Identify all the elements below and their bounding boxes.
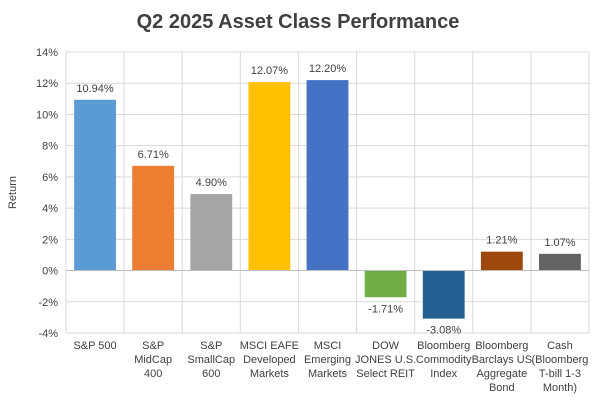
y-axis-label: Return: [7, 176, 19, 209]
data-label: 1.07%: [544, 237, 575, 249]
category-labels: S&P 500 S&P MidCap 400 S&P SmallCap 600 MSCI EA…: [73, 340, 588, 394]
category-label: MidCap: [134, 354, 172, 366]
bars: [74, 80, 581, 319]
bar: [132, 165, 175, 271]
category-label: Commodity: [416, 354, 472, 366]
bar: [480, 251, 523, 271]
y-tick-label: 6%: [42, 172, 58, 184]
category-label: Index: [430, 368, 457, 380]
y-tick-label: 10%: [36, 109, 58, 121]
category-label: Markets: [308, 368, 348, 380]
category-label: Barclays US: [472, 354, 533, 366]
bar: [248, 82, 291, 271]
bar: [190, 194, 233, 271]
category-label: MSCI EAFE: [240, 340, 299, 352]
y-tick-label: 8%: [42, 141, 58, 153]
category-label: MSCI: [314, 340, 342, 352]
bar: [364, 270, 407, 298]
category-label: Aggregate: [476, 368, 527, 380]
category-label: DOW: [372, 340, 400, 352]
category-label: S&P: [142, 340, 164, 352]
y-tick-label: -4%: [38, 328, 58, 340]
chart-title: Q2 2025 Asset Class Performance: [137, 11, 460, 33]
data-labels: 10.94% 6.71% 4.90% 12.07% 12.20% -1.71% -3.08%…: [76, 63, 575, 337]
data-label: -3.08%: [426, 325, 461, 337]
category-label: Markets: [250, 368, 290, 380]
data-label: 12.07%: [251, 65, 289, 77]
y-tick-label: 12%: [36, 78, 58, 90]
category-label: Select REIT: [356, 368, 415, 380]
bar: [422, 270, 465, 319]
data-label: 1.21%: [486, 235, 517, 247]
category-label: Emerging: [304, 354, 351, 366]
category-label: Bloomberg: [417, 340, 470, 352]
y-tick-label: 4%: [42, 203, 58, 215]
category-label: JONES U.S.: [355, 354, 416, 366]
data-label: 12.20%: [309, 63, 347, 75]
y-tick-label: 14%: [36, 47, 58, 59]
data-label: 10.94%: [76, 83, 114, 95]
category-label: SmallCap: [187, 354, 235, 366]
category-label: S&P: [200, 340, 222, 352]
category-label: Bond: [489, 382, 515, 394]
data-label: 4.90%: [196, 177, 227, 189]
category-label: Developed: [243, 354, 296, 366]
data-label: -1.71%: [368, 303, 403, 315]
y-tick-label: 2%: [42, 234, 58, 246]
category-label: Cash: [547, 340, 573, 352]
bar: [539, 253, 581, 271]
category-label: Bloomberg: [475, 340, 528, 352]
bar: [306, 80, 349, 271]
category-label: T-bill 1-3: [539, 368, 581, 380]
category-label: S&P 500: [73, 340, 116, 352]
y-axis-ticks: -4% -2% 0% 2% 4% 6% 8% 10% 12% 14%: [36, 47, 58, 340]
bar: [74, 99, 116, 271]
y-tick-label: 0%: [42, 266, 58, 278]
category-label: 400: [144, 368, 162, 380]
category-label: Month): [543, 382, 577, 394]
category-label: (Bloomberg: [532, 354, 589, 366]
y-tick-label: -2%: [38, 297, 58, 309]
data-label: 6.71%: [138, 149, 169, 161]
category-label: 600: [202, 368, 220, 380]
